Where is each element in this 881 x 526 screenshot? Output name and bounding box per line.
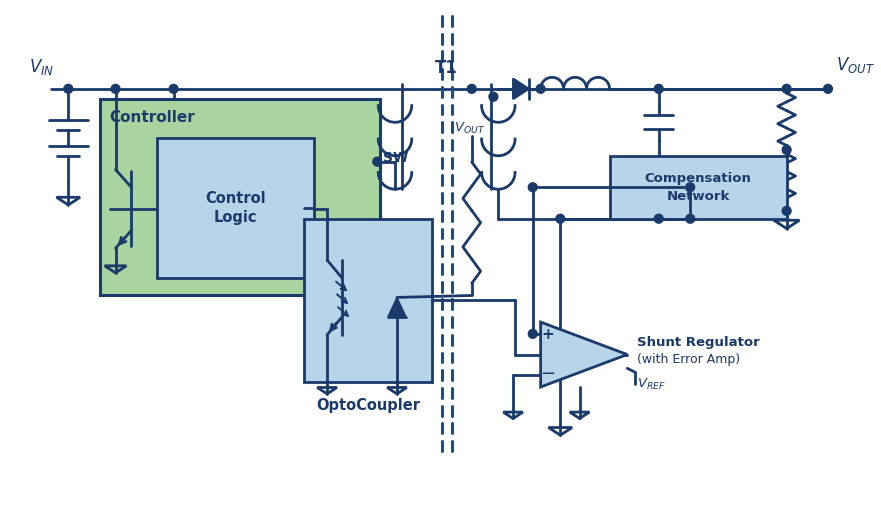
FancyBboxPatch shape (100, 99, 381, 296)
Circle shape (169, 84, 178, 93)
Text: Compensation: Compensation (645, 172, 751, 185)
Circle shape (782, 84, 791, 93)
Text: (with Error Amp): (with Error Amp) (637, 353, 740, 366)
Text: $V_{OUT}$: $V_{OUT}$ (836, 55, 875, 75)
Text: Network: Network (666, 189, 729, 203)
FancyBboxPatch shape (610, 156, 787, 219)
Text: −: − (540, 365, 555, 383)
Text: T1: T1 (435, 59, 458, 77)
Circle shape (529, 183, 537, 191)
Circle shape (782, 206, 791, 215)
Text: Shunt Regulator: Shunt Regulator (637, 336, 759, 349)
FancyBboxPatch shape (157, 138, 315, 278)
Polygon shape (541, 322, 627, 387)
Text: Controller: Controller (109, 110, 196, 126)
Text: $V_{OUT}$: $V_{OUT}$ (454, 121, 485, 136)
Text: $V_{IN}$: $V_{IN}$ (29, 57, 54, 77)
Text: $V_{REF}$: $V_{REF}$ (637, 377, 666, 391)
Circle shape (782, 145, 791, 154)
Circle shape (655, 214, 663, 223)
Polygon shape (388, 297, 406, 317)
Circle shape (556, 214, 565, 223)
Text: OptoCoupler: OptoCoupler (316, 398, 420, 413)
Circle shape (111, 84, 120, 93)
Circle shape (655, 84, 663, 93)
Circle shape (537, 84, 545, 93)
Circle shape (824, 84, 833, 93)
Circle shape (373, 157, 381, 166)
Polygon shape (513, 78, 529, 99)
Text: +: + (541, 327, 554, 342)
Circle shape (529, 329, 537, 338)
Text: SW: SW (383, 151, 409, 165)
Circle shape (685, 214, 694, 223)
Circle shape (467, 84, 476, 93)
Text: Control: Control (205, 190, 266, 206)
Circle shape (489, 92, 498, 101)
Circle shape (64, 84, 73, 93)
FancyBboxPatch shape (305, 219, 433, 382)
Text: Logic: Logic (214, 210, 257, 225)
Circle shape (685, 183, 694, 191)
